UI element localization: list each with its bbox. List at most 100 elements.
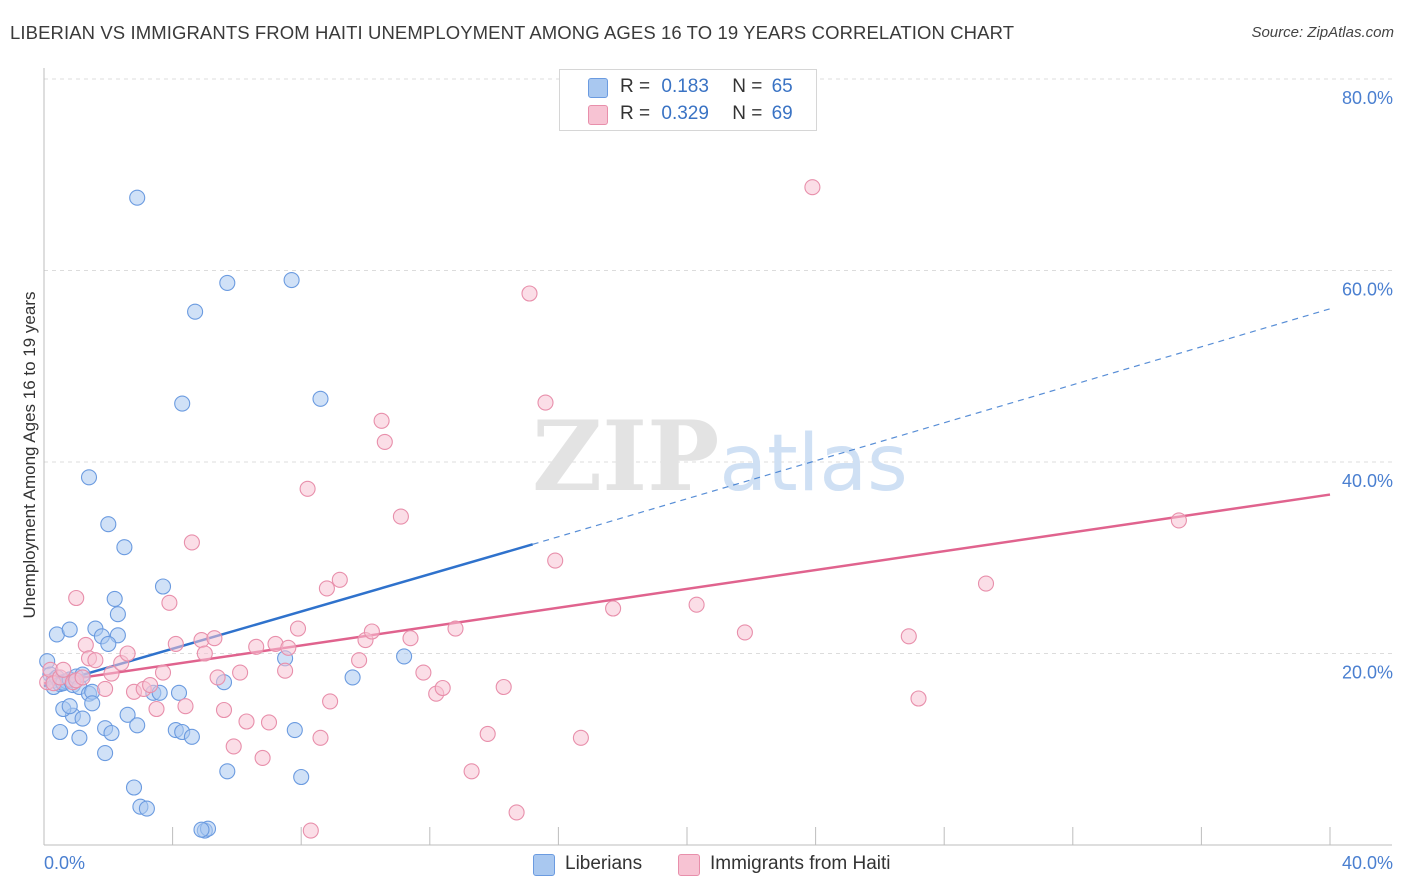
data-point	[312, 390, 329, 407]
data-point	[100, 635, 117, 652]
watermark-atlas: atlas	[719, 419, 908, 509]
data-point	[154, 664, 172, 681]
data-point	[392, 508, 409, 525]
data-point	[219, 763, 236, 780]
data-point	[103, 665, 120, 682]
legend: R = 0.183 N = 65 R = 0.329 N = 69	[559, 69, 817, 131]
data-point	[138, 800, 155, 817]
data-point	[177, 698, 194, 715]
data-point	[479, 725, 496, 742]
data-point	[116, 539, 133, 556]
data-point	[283, 272, 300, 289]
data-point	[103, 724, 120, 742]
data-point	[286, 722, 303, 739]
data-point	[260, 714, 278, 731]
legend-r-label: R =	[620, 76, 651, 97]
data-point	[129, 189, 146, 206]
data-point	[61, 698, 78, 715]
data-point	[206, 630, 223, 647]
data-point	[248, 638, 265, 655]
data-point	[119, 645, 136, 662]
data-point	[434, 679, 451, 697]
series-liberians	[39, 189, 413, 839]
data-point	[97, 745, 114, 762]
data-point	[174, 395, 191, 412]
y-tick-label: 40.0%	[1342, 471, 1393, 491]
data-point	[84, 695, 101, 712]
axis-ticks: 20.0% 40.0% 60.0% 80.0% 0.0% 40.0%	[44, 88, 1393, 873]
y-tick-label: 80.0%	[1342, 88, 1393, 108]
legend-n-value: 69	[771, 103, 793, 124]
data-point	[415, 664, 432, 681]
data-point	[331, 571, 348, 588]
legend-n-label: N =	[732, 103, 763, 124]
data-point	[572, 729, 589, 746]
y-tick-label: 60.0%	[1342, 280, 1393, 300]
series-haiti	[39, 179, 1187, 839]
data-point	[293, 768, 310, 786]
x-tick-label: 0.0%	[44, 853, 85, 873]
data-point	[463, 763, 480, 780]
data-point	[402, 630, 419, 647]
data-point	[219, 274, 236, 291]
data-point	[148, 700, 165, 718]
gridlines	[44, 78, 1392, 654]
data-point	[804, 179, 821, 196]
data-point	[52, 723, 69, 741]
data-point	[373, 412, 390, 429]
data-point	[363, 623, 380, 640]
legend-r-value: 0.183	[661, 76, 709, 97]
bottom-legend-swatch-blue	[533, 854, 555, 876]
source-label: Source: ZipAtlas.com	[1251, 24, 1394, 41]
data-point	[254, 749, 271, 766]
data-point	[232, 664, 249, 681]
legend-swatch-blue	[588, 78, 608, 98]
legend-swatch-pink	[588, 105, 608, 125]
legend-n-label: N =	[732, 76, 763, 97]
data-point	[74, 710, 91, 727]
data-point	[106, 590, 123, 607]
data-point	[521, 285, 538, 302]
legend-r-label: R =	[620, 103, 651, 124]
x-tick-label: 40.0%	[1342, 853, 1393, 873]
legend-r-value: 0.329	[661, 103, 709, 124]
data-point	[119, 706, 136, 723]
data-point	[280, 639, 297, 656]
data-point	[299, 480, 316, 497]
data-point	[910, 690, 927, 707]
data-point	[68, 589, 85, 607]
data-point	[322, 693, 339, 710]
data-point	[547, 552, 564, 569]
legend-n-value: 65	[771, 76, 793, 97]
data-point	[87, 652, 104, 669]
data-point	[977, 575, 995, 592]
data-point	[277, 662, 294, 679]
data-point	[238, 713, 255, 730]
data-point	[318, 580, 335, 597]
data-point	[1170, 512, 1187, 529]
data-point	[495, 678, 512, 696]
axes	[43, 68, 1392, 846]
data-point	[225, 738, 242, 755]
data-point	[302, 822, 319, 839]
watermark-zip: ZIP	[532, 400, 719, 513]
data-point	[55, 661, 72, 678]
data-point	[447, 620, 464, 637]
trend-line-haiti	[43, 493, 1331, 685]
data-point	[77, 636, 94, 653]
chart-title: LIBERIAN VS IMMIGRANTS FROM HAITI UNEMPL…	[10, 22, 1015, 43]
data-point	[170, 684, 188, 701]
data-point	[196, 645, 213, 662]
data-point	[183, 728, 200, 745]
data-point	[125, 779, 143, 796]
watermark: ZIPatlas	[532, 400, 908, 513]
data-point	[215, 701, 233, 719]
data-point	[344, 669, 361, 686]
data-point	[97, 680, 114, 697]
data-point	[142, 677, 159, 694]
data-point	[193, 821, 210, 838]
data-point	[187, 303, 204, 320]
data-point	[351, 652, 368, 669]
data-point	[129, 717, 146, 734]
